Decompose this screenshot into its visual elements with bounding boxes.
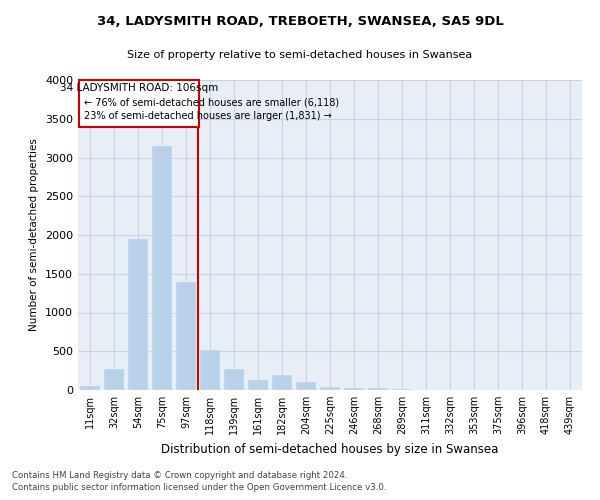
Bar [320,387,340,390]
Bar [200,350,220,390]
Bar [392,389,412,390]
Bar [272,374,292,390]
Y-axis label: Number of semi-detached properties: Number of semi-detached properties [29,138,40,332]
Bar [224,369,244,390]
Bar [368,388,388,390]
Bar [296,382,316,390]
Text: ← 76% of semi-detached houses are smaller (6,118): ← 76% of semi-detached houses are smalle… [84,98,340,108]
Bar [152,146,172,390]
Text: Contains HM Land Registry data © Crown copyright and database right 2024.: Contains HM Land Registry data © Crown c… [12,471,347,480]
Text: 23% of semi-detached houses are larger (1,831) →: 23% of semi-detached houses are larger (… [84,112,332,122]
Text: 34 LADYSMITH ROAD: 106sqm: 34 LADYSMITH ROAD: 106sqm [60,84,218,94]
Bar [104,369,124,390]
Bar [344,388,364,390]
FancyBboxPatch shape [79,80,199,126]
X-axis label: Distribution of semi-detached houses by size in Swansea: Distribution of semi-detached houses by … [161,442,499,456]
Bar [248,380,268,390]
Bar [80,386,100,390]
Bar [176,282,196,390]
Text: 34, LADYSMITH ROAD, TREBOETH, SWANSEA, SA5 9DL: 34, LADYSMITH ROAD, TREBOETH, SWANSEA, S… [97,15,503,28]
Text: Contains public sector information licensed under the Open Government Licence v3: Contains public sector information licen… [12,484,386,492]
Text: Size of property relative to semi-detached houses in Swansea: Size of property relative to semi-detach… [127,50,473,60]
Bar [128,239,148,390]
